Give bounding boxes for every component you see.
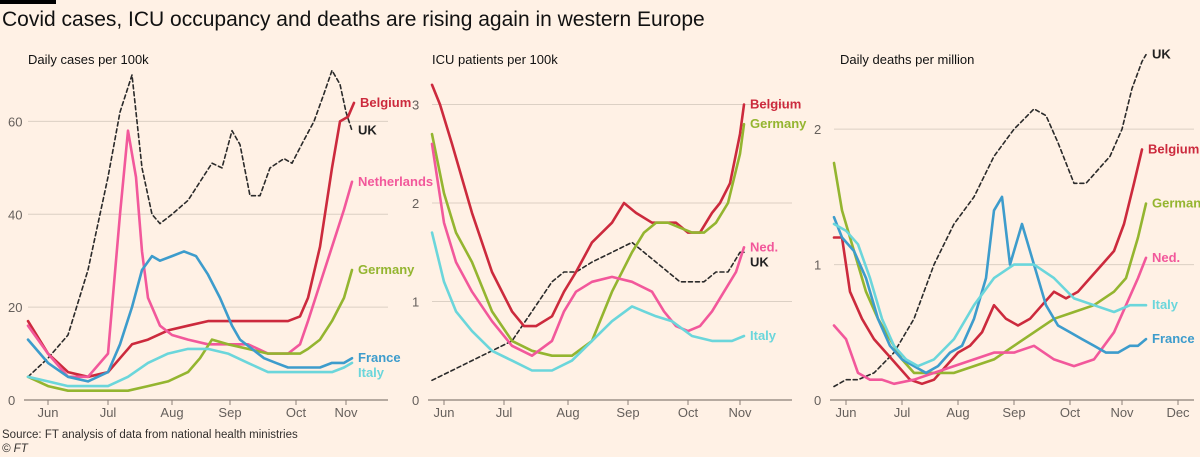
series-label-uk: UK — [1152, 47, 1171, 62]
series-line-italy — [832, 222, 1148, 368]
copyright-note: © FT — [2, 443, 28, 455]
ft-brand-bar — [0, 0, 56, 4]
x-tick-label: Aug — [556, 405, 579, 420]
series-line-belgium — [430, 83, 746, 328]
series-label-belgium: Belgium — [360, 95, 411, 110]
y-tick-label: 40 — [8, 207, 22, 222]
series-line-netherlands — [832, 256, 1148, 386]
y-tick-label: 1 — [814, 258, 821, 273]
x-tick-label: Sep — [616, 405, 639, 420]
y-tick-label: 0 — [814, 393, 821, 408]
series-line-netherlands — [26, 129, 354, 379]
chart-title: Daily deaths per million — [840, 52, 974, 67]
y-tick-label: 3 — [412, 98, 419, 113]
series-line-italy — [26, 347, 354, 388]
series-label-italy: Italy — [1152, 297, 1179, 312]
series-label-netherlands: Netherlands — [358, 174, 433, 189]
x-tick-label: Dec — [1166, 405, 1190, 420]
series-line-germany — [430, 122, 746, 357]
series-label-uk: UK — [358, 123, 377, 138]
series-label-italy: Italy — [358, 365, 385, 380]
y-tick-label: 2 — [814, 122, 821, 137]
series-label-france: France — [1152, 331, 1195, 346]
series-label-netherlands: Ned. — [750, 239, 778, 254]
series-label-germany: Germany — [1152, 196, 1200, 211]
x-tick-label: Jun — [836, 405, 857, 420]
series-label-belgium: Belgium — [750, 97, 801, 112]
x-tick-label: Oct — [286, 405, 307, 420]
series-line-france — [26, 250, 354, 383]
x-tick-label: Aug — [160, 405, 183, 420]
series-line-uk — [833, 53, 1147, 388]
source-note: Source: FT analysis of data from nationa… — [2, 429, 298, 441]
y-tick-label: 0 — [412, 393, 419, 408]
x-tick-label: Oct — [678, 405, 699, 420]
x-tick-label: Jul — [894, 405, 911, 420]
y-tick-label: 20 — [8, 300, 22, 315]
x-tick-label: Jul — [496, 405, 513, 420]
x-tick-label: Jun — [434, 405, 455, 420]
series-label-italy: Italy — [750, 328, 777, 343]
y-tick-label: 2 — [412, 196, 419, 211]
x-tick-label: Jun — [38, 405, 59, 420]
x-tick-label: Sep — [218, 405, 241, 420]
y-tick-label: 60 — [8, 114, 22, 129]
chart-title: ICU patients per 100k — [432, 52, 558, 67]
x-tick-label: Nov — [728, 405, 752, 420]
chart-title: Daily cases per 100k — [28, 52, 149, 67]
y-tick-label: 0 — [8, 393, 15, 408]
headline: Covid cases, ICU occupancy and deaths ar… — [2, 8, 705, 31]
series-line-netherlands — [430, 142, 746, 357]
x-tick-label: Sep — [1002, 405, 1025, 420]
x-tick-label: Nov — [334, 405, 358, 420]
series-line-italy — [430, 231, 746, 372]
series-label-germany: Germany — [750, 116, 807, 131]
x-tick-label: Aug — [946, 405, 969, 420]
series-line-belgium — [832, 148, 1144, 386]
series-label-france: France — [358, 350, 401, 365]
series-label-belgium: Belgium — [1148, 141, 1199, 156]
series-line-belgium — [26, 101, 356, 379]
series-line-germany — [832, 161, 1148, 375]
series-line-uk — [431, 241, 745, 382]
x-tick-label: Oct — [1060, 405, 1081, 420]
series-line-uk — [27, 69, 353, 378]
series-line-germany — [26, 268, 354, 392]
x-tick-label: Nov — [1110, 405, 1134, 420]
series-line-france — [832, 195, 1148, 375]
series-label-uk: UK — [750, 254, 769, 269]
series-label-netherlands: Ned. — [1152, 250, 1180, 265]
series-label-germany: Germany — [358, 262, 415, 277]
y-tick-label: 1 — [412, 295, 419, 310]
x-tick-label: Jul — [100, 405, 117, 420]
